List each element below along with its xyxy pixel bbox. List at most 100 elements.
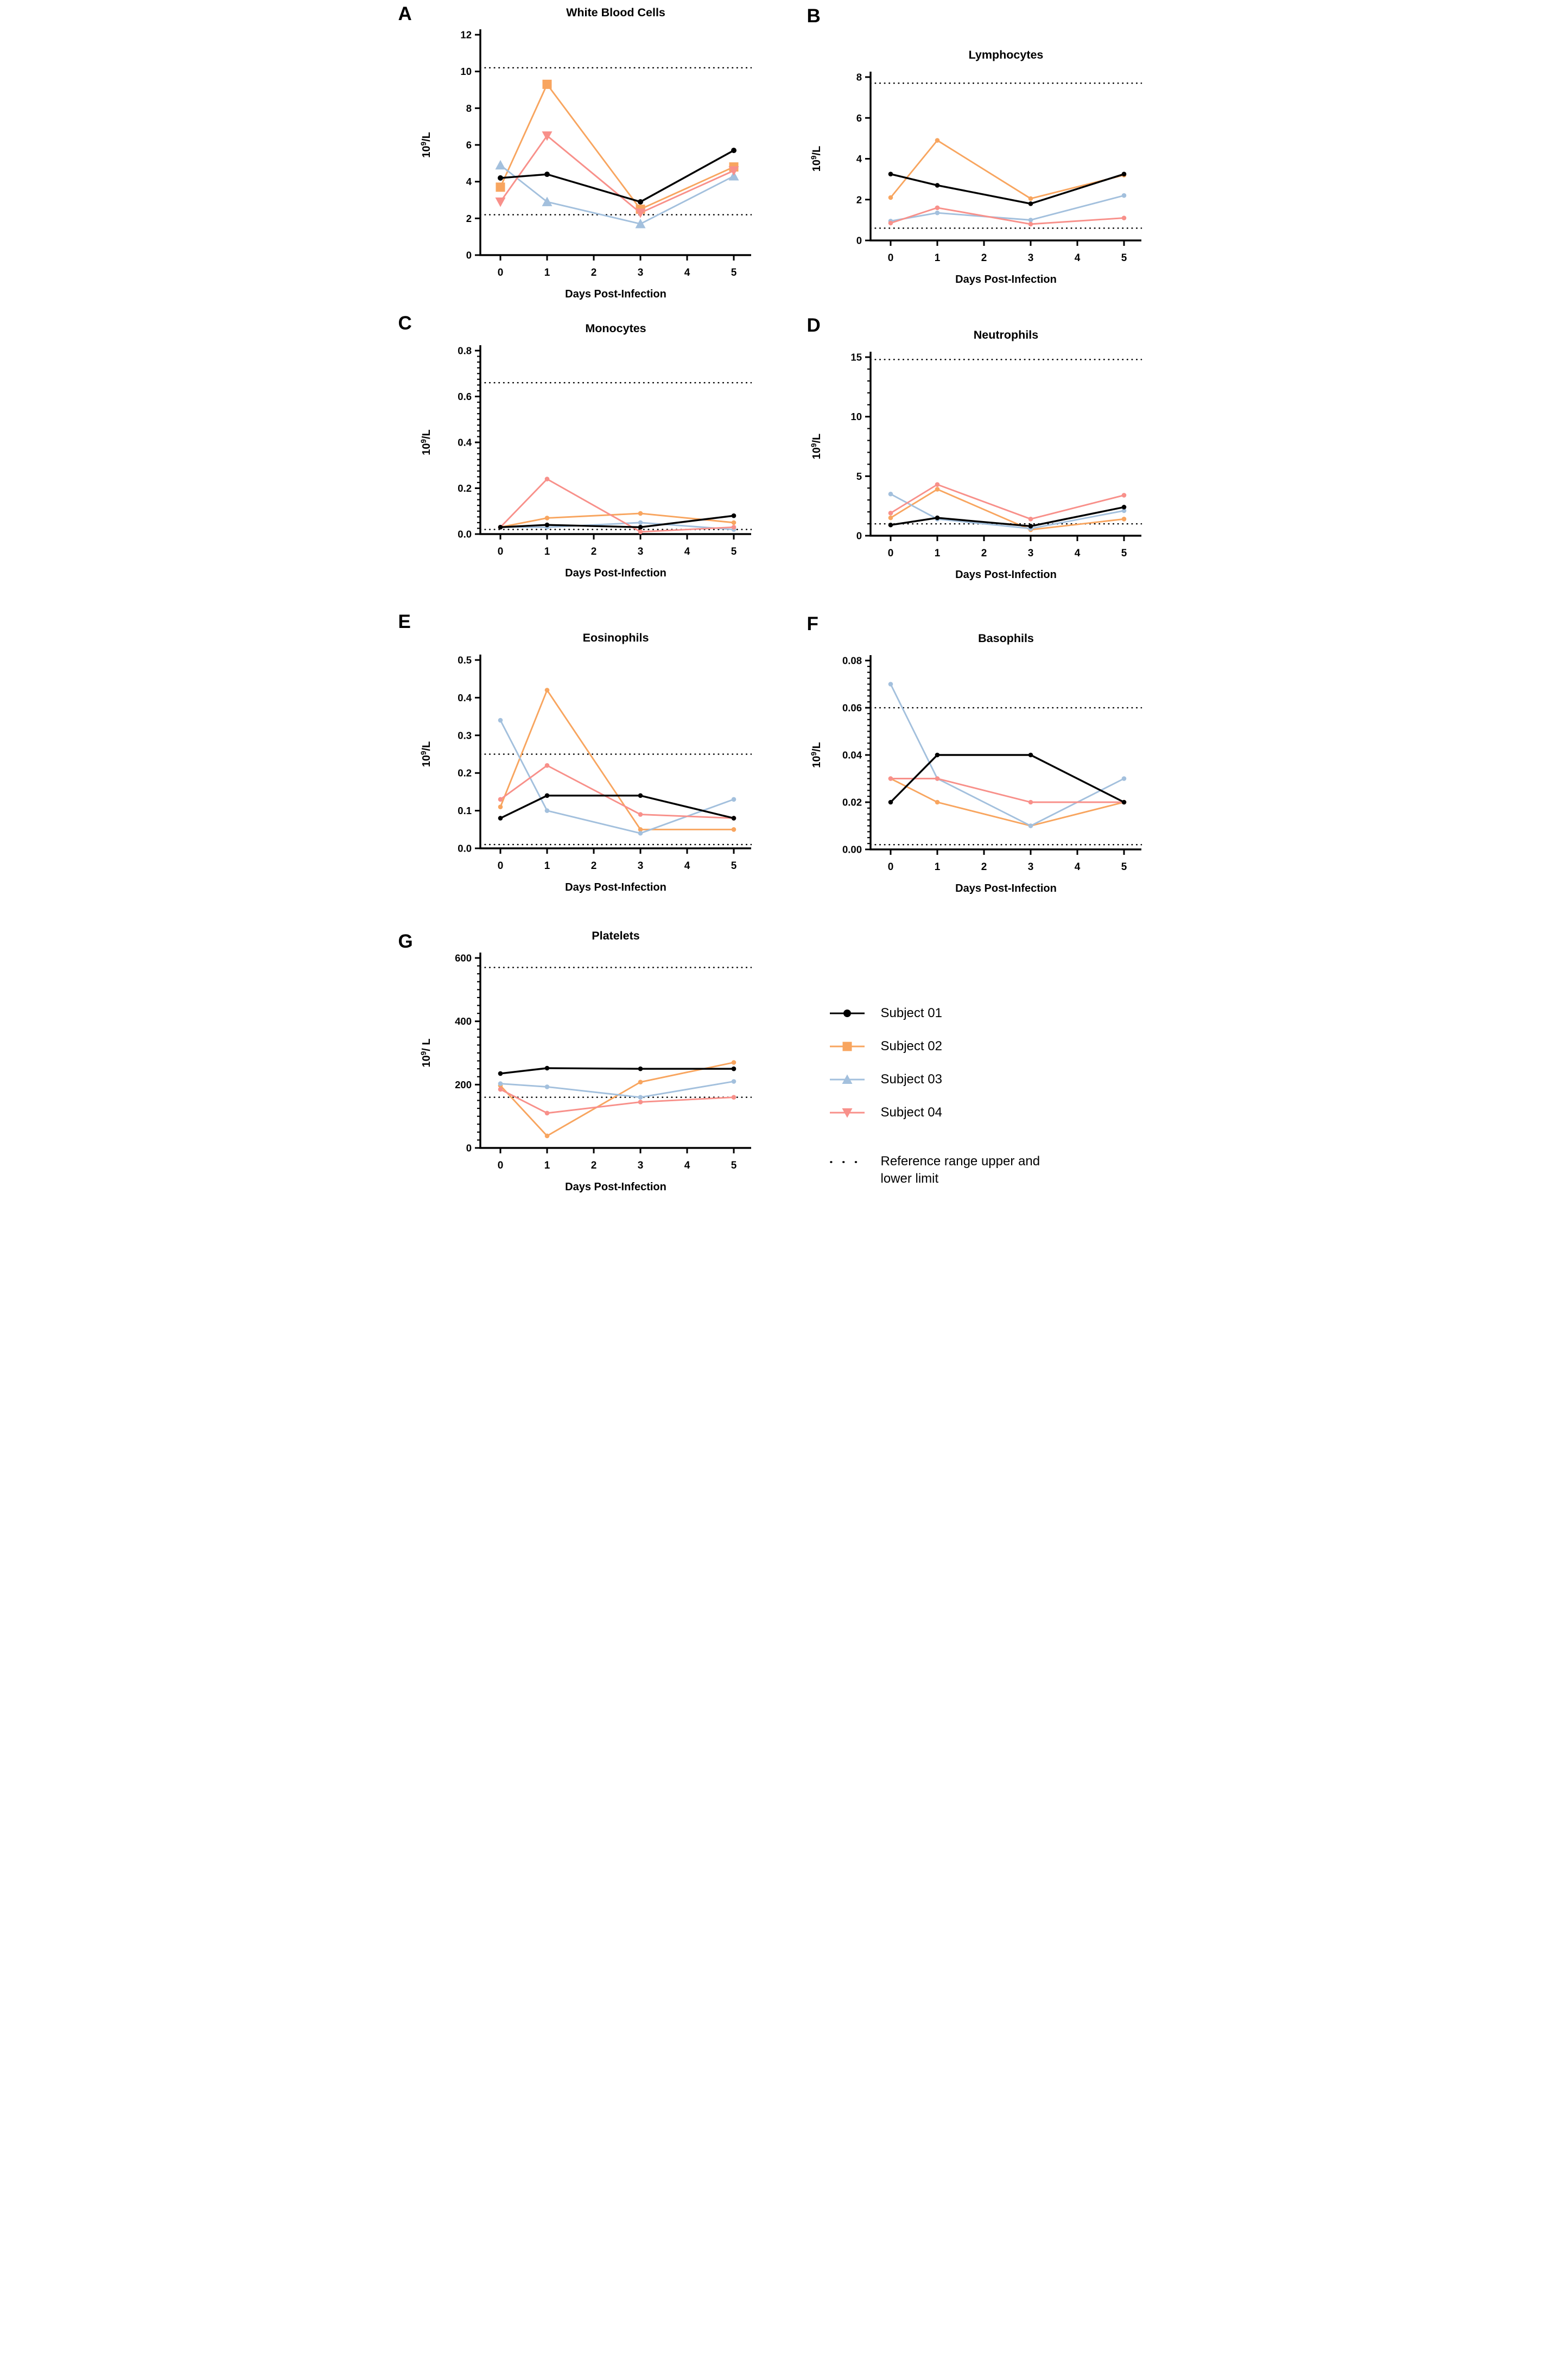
y-tick-label: 0.0 bbox=[458, 843, 472, 854]
y-axis-label: 109/L bbox=[420, 132, 433, 158]
x-tick-label: 3 bbox=[637, 546, 643, 557]
square-marker-icon bbox=[829, 1042, 865, 1051]
chart-neutrophils: Neutrophils 0 5 10 15 0 1 2 3 4 5 Days Post-Infecti… bbox=[810, 328, 1142, 581]
x-axis-label: Days Post-Infection bbox=[955, 883, 1057, 894]
y-tick-label: 6 bbox=[466, 139, 471, 151]
y-axis-label: 109/L bbox=[420, 741, 433, 767]
panel-letter-g: G bbox=[398, 931, 413, 952]
chart-title: White Blood Cells bbox=[566, 6, 665, 19]
x-tick-label: 2 bbox=[590, 267, 596, 278]
panel-basophils: F Basophils 0.00 0.02 0.04 0.06 0.08 0 1 2 3 4 5 Day… bbox=[781, 608, 1172, 898]
series-line-subject-04 bbox=[499, 478, 734, 533]
y-tick-label: 2 bbox=[856, 194, 861, 205]
y-tick-label: 0.6 bbox=[458, 391, 472, 402]
legend-item-subject-04: Subject 04 bbox=[829, 1105, 1060, 1120]
x-tick-label: 1 bbox=[544, 546, 550, 557]
y-tick-label: 0.4 bbox=[458, 437, 472, 448]
y-axis-label: 109/ L bbox=[420, 1038, 433, 1067]
legend-item-subject-02: Subject 02 bbox=[829, 1039, 1060, 1054]
x-tick-label: 4 bbox=[684, 546, 690, 557]
x-axis-label: Days Post-Infection bbox=[565, 881, 666, 893]
x-tick-label: 1 bbox=[934, 548, 940, 559]
panel-letter-d: D bbox=[807, 315, 821, 336]
x-tick-label: 5 bbox=[1121, 861, 1127, 873]
x-tick-label: 1 bbox=[934, 861, 940, 873]
y-tick-label: 0 bbox=[856, 235, 861, 246]
legend-label: Subject 02 bbox=[880, 1039, 942, 1053]
x-tick-label: 4 bbox=[684, 267, 690, 278]
y-tick-label: 0 bbox=[466, 1143, 471, 1154]
y-tick-label: 0.4 bbox=[458, 692, 472, 703]
x-tick-label: 3 bbox=[1027, 252, 1033, 264]
y-axis-label: 109/L bbox=[810, 146, 823, 172]
x-tick-label: 4 bbox=[1074, 861, 1080, 873]
chart-title: Neutrophils bbox=[973, 328, 1038, 341]
x-tick-label: 3 bbox=[1027, 548, 1033, 559]
x-tick-label: 5 bbox=[731, 860, 736, 872]
y-tick-label: 4 bbox=[466, 176, 472, 187]
series-line-subject-03 bbox=[499, 522, 734, 530]
panel-letter-e: E bbox=[398, 611, 411, 632]
panel-monocytes: C Monocytes 0.0 0.2 0.4 0.6 0.8 0 1 2 3 4 5 Days Pos… bbox=[391, 309, 781, 608]
x-tick-label: 4 bbox=[684, 860, 690, 872]
y-tick-label: 0.5 bbox=[458, 655, 472, 666]
x-tick-label: 3 bbox=[637, 860, 643, 872]
x-axis-label: Days Post-Infection bbox=[955, 274, 1057, 285]
x-tick-label: 5 bbox=[731, 267, 736, 278]
chart-basophils: Basophils 0.00 0.02 0.04 0.06 0.08 0 1 2 3 4 5 Days … bbox=[810, 632, 1142, 894]
series-line-subject-03 bbox=[890, 493, 1125, 530]
series-line-subject-01 bbox=[499, 795, 735, 820]
y-tick-label: 2 bbox=[466, 213, 471, 224]
series-line-subject-01 bbox=[889, 506, 1125, 528]
legend-item-subject-03: Subject 03 bbox=[829, 1072, 1060, 1087]
chart-platelets: Platelets 0 200 400 600 0 1 2 3 4 5 Days Post-Infec… bbox=[420, 929, 752, 1193]
x-tick-label: 2 bbox=[981, 252, 987, 264]
x-tick-label: 0 bbox=[497, 267, 503, 278]
chart-title: Basophils bbox=[978, 632, 1034, 645]
x-axis-label: Days Post-Infection bbox=[565, 288, 666, 300]
y-tick-label: 6 bbox=[856, 112, 861, 124]
circle-marker-icon bbox=[829, 1010, 865, 1017]
x-tick-label: 0 bbox=[887, 252, 893, 264]
panel-neutrophils: D Neutrophils 0 5 10 15 0 1 2 3 4 5 Days Post-Infec… bbox=[781, 309, 1172, 608]
y-tick-label: 0.06 bbox=[842, 702, 861, 714]
series-line-subject-04 bbox=[890, 484, 1125, 520]
y-tick-label: 0.00 bbox=[842, 844, 861, 855]
legend-label: Subject 03 bbox=[880, 1072, 942, 1087]
series-line-subject-01 bbox=[499, 515, 735, 529]
y-tick-label: 8 bbox=[856, 72, 861, 83]
x-tick-label: 1 bbox=[544, 267, 550, 278]
panel-letter-c: C bbox=[398, 313, 412, 334]
x-tick-label: 5 bbox=[731, 1160, 736, 1171]
dotted-line-icon bbox=[829, 1161, 866, 1163]
y-tick-label: 400 bbox=[455, 1016, 472, 1027]
x-tick-label: 4 bbox=[1074, 252, 1080, 264]
figure: A White Blood Cells 0 2 4 6 8 10 12 0 1 2 3 4 5 Days P… bbox=[390, 0, 1172, 1202]
series-line-subject-04 bbox=[499, 764, 734, 819]
figure-grid: A White Blood Cells 0 2 4 6 8 10 12 0 1 2 3 4 5 Days P… bbox=[391, 0, 1172, 1202]
x-tick-label: 2 bbox=[981, 861, 987, 873]
y-axis-label: 109/L bbox=[810, 742, 823, 768]
y-tick-label: 0.2 bbox=[458, 767, 472, 779]
x-tick-label: 0 bbox=[497, 860, 503, 872]
chart-title: Lymphocytes bbox=[968, 48, 1043, 61]
series-line-subject-02 bbox=[890, 778, 1125, 827]
y-tick-label: 10 bbox=[460, 66, 472, 77]
panel-lymphocytes: B Lymphocytes 0 2 4 6 8 0 1 2 3 4 5 Days Post-Infect… bbox=[781, 0, 1172, 309]
series-line-subject-04 bbox=[499, 135, 734, 214]
series-line-subject-04 bbox=[499, 1088, 734, 1114]
legend-panel: Subject 01 Subject 02 Subject 03 Subject 04… bbox=[781, 898, 1172, 1202]
panel-eosinophils: E Eosinophils 0.0 0.1 0.2 0.3 0.4 0.5 0 1 2 3 4 5 Day… bbox=[391, 608, 781, 898]
x-tick-label: 5 bbox=[1121, 252, 1127, 264]
y-tick-label: 15 bbox=[850, 352, 862, 363]
panel-white-blood-cells: A White Blood Cells 0 2 4 6 8 10 12 0 1 2 3 4 5 Days P… bbox=[391, 0, 781, 309]
chart-lymphocytes: Lymphocytes 0 2 4 6 8 0 1 2 3 4 5 Days Post-Infectio… bbox=[810, 48, 1142, 285]
legend-reference-label: Reference range upper and lower limit bbox=[880, 1154, 1040, 1186]
chart-monocytes: Monocytes 0.0 0.2 0.4 0.6 0.8 0 1 2 3 4 5 Days Post-… bbox=[420, 322, 752, 579]
series-line-subject-02 bbox=[499, 1062, 734, 1137]
series-line-subject-04 bbox=[890, 778, 1125, 803]
panel-letter-f: F bbox=[807, 613, 818, 634]
x-tick-label: 3 bbox=[637, 267, 643, 278]
chart-title: Platelets bbox=[592, 929, 639, 942]
series-line-subject-01 bbox=[889, 173, 1125, 205]
